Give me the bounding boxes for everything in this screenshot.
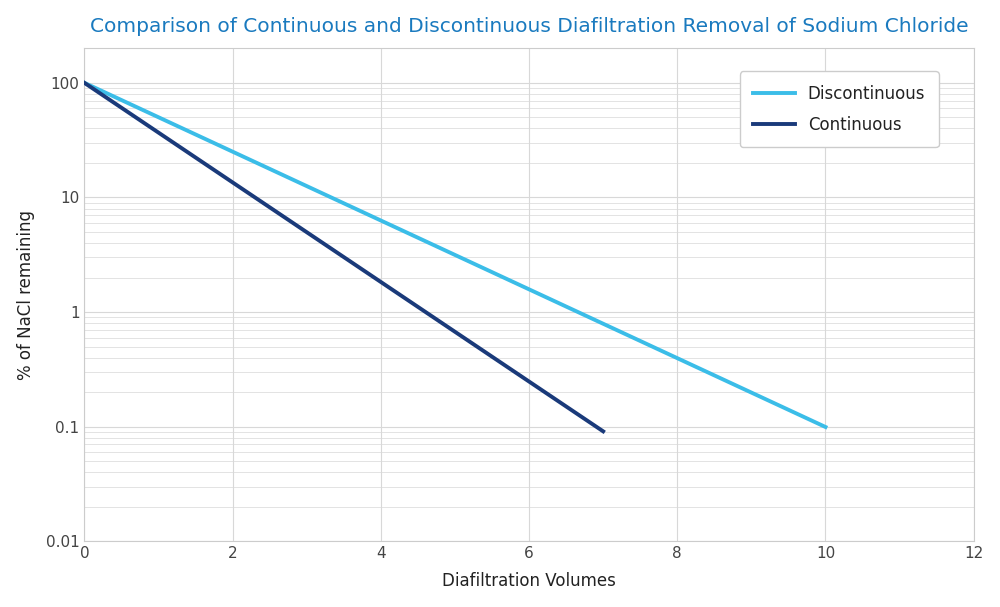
Discontinuous [802,415,814,422]
Discontinuous [686,361,698,368]
Discontinuous [430,243,442,250]
Continuous [504,365,516,372]
Continuous [387,287,399,294]
Line: Continuous: Continuous [84,83,603,432]
Line: Discontinuous: Discontinuous [84,83,825,427]
Continuous [78,79,90,86]
Discontinuous [819,423,831,430]
Discontinuous [78,79,90,86]
Continuous [585,419,597,427]
X-axis label: Diafiltration Volumes: Diafiltration Volumes [442,572,616,591]
Discontinuous [435,245,447,252]
Continuous [328,247,340,254]
Y-axis label: % of NaCl remaining: % of NaCl remaining [17,210,35,380]
Continuous [325,245,337,252]
Continuous [359,268,371,275]
Discontinuous [479,265,491,273]
Continuous [597,428,609,435]
Title: Comparison of Continuous and Discontinuous Diafiltration Removal of Sodium Chlor: Comparison of Continuous and Discontinuo… [90,16,968,36]
Discontinuous [519,284,531,291]
Legend: Discontinuous, Continuous: Discontinuous, Continuous [740,72,939,148]
